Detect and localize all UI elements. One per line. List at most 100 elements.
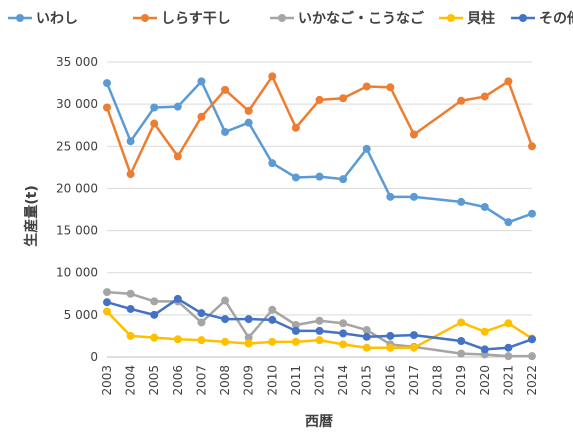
data-point (457, 349, 466, 358)
x-tick-label: 2018 (431, 365, 445, 396)
data-point (197, 309, 206, 318)
legend-label: いかなご・こうなご (298, 10, 425, 27)
data-point (339, 94, 348, 103)
legend-item: いかなご・こうなご (270, 10, 425, 27)
legend-item: しらす干し (133, 11, 231, 27)
series-1 (103, 77, 536, 227)
x-tick-label: 2003 (100, 365, 114, 396)
x-tick-label: 2021 (501, 365, 515, 396)
data-point (103, 298, 111, 307)
data-point (244, 315, 253, 324)
x-tick-label: 2005 (147, 365, 161, 396)
data-point (339, 340, 348, 349)
data-point (315, 326, 324, 335)
x-axis-title: 西暦 (305, 414, 333, 430)
data-point (150, 103, 159, 112)
data-point (244, 118, 253, 127)
legend-label: いわし (36, 11, 78, 27)
data-point (150, 310, 159, 319)
gridlines (107, 61, 532, 358)
legend-label: 貝柱 (467, 10, 495, 27)
data-point (504, 319, 513, 328)
legend-swatch-marker (447, 14, 455, 22)
data-point (386, 192, 395, 201)
series-layer (103, 72, 536, 361)
series-5 (103, 294, 536, 354)
legend-swatch-marker (16, 14, 24, 22)
legend-item: その他 (511, 10, 573, 27)
data-point (386, 331, 395, 340)
x-tick-label: 2017 (407, 365, 421, 396)
data-point (315, 316, 324, 325)
x-tick-label: 2006 (171, 365, 185, 396)
data-point (126, 331, 135, 340)
data-point (457, 318, 466, 327)
x-tick-label: 2010 (265, 365, 279, 396)
y-tick-label: 35 000 (56, 55, 98, 69)
data-point (221, 337, 230, 346)
data-point (409, 130, 418, 139)
x-tick-label: 2011 (289, 365, 303, 396)
data-point (504, 77, 513, 86)
y-tick-label: 5 000 (64, 308, 98, 322)
data-point (244, 339, 253, 348)
legend-swatch-marker (519, 14, 527, 22)
data-point (457, 197, 466, 206)
data-point (291, 123, 300, 132)
data-point (150, 119, 159, 128)
data-point (221, 85, 230, 94)
x-tick-label: 2004 (124, 365, 138, 396)
x-tick-label: 2016 (383, 365, 397, 396)
data-point (268, 305, 277, 314)
data-point (409, 331, 418, 340)
data-point (197, 77, 206, 86)
data-point (315, 172, 324, 181)
x-tick-label: 2019 (454, 365, 468, 396)
x-tick-label: 2014 (336, 365, 350, 396)
data-point (480, 92, 489, 101)
data-point (103, 103, 111, 112)
data-point (268, 72, 277, 81)
data-point (173, 294, 182, 303)
y-tick-label: 0 (90, 350, 98, 364)
data-point (197, 336, 206, 345)
data-point (173, 152, 182, 161)
legend: いわし しらす干し いかなご・こうなご 貝柱 その他 (8, 10, 573, 27)
data-point (268, 159, 277, 168)
legend-item: 貝柱 (439, 10, 495, 27)
data-point (409, 343, 418, 352)
legend-swatch-marker (141, 14, 149, 22)
data-point (126, 137, 135, 146)
y-tick-label: 25 000 (56, 139, 98, 153)
legend-label: しらす干し (161, 11, 231, 27)
data-point (409, 192, 418, 201)
data-point (528, 352, 536, 361)
data-point (528, 142, 536, 151)
y-axis-ticks: 0 5 000 10 000 15 000 20 000 25 000 30 000 35 0… (56, 55, 98, 364)
data-point (244, 333, 253, 342)
data-point (244, 106, 253, 115)
x-tick-label: 2007 (194, 365, 208, 396)
data-point (103, 288, 111, 297)
data-point (150, 333, 159, 342)
data-point (339, 319, 348, 328)
data-point (362, 343, 371, 352)
data-point (221, 296, 230, 305)
data-point (126, 289, 135, 298)
data-point (362, 144, 371, 153)
data-point (268, 315, 277, 324)
series-line (106, 297, 533, 351)
data-point (221, 127, 230, 136)
data-point (480, 345, 489, 354)
y-tick-label: 10 000 (56, 266, 98, 280)
data-point (457, 96, 466, 105)
data-point (103, 79, 111, 88)
data-point (339, 329, 348, 338)
x-tick-label: 2015 (360, 365, 374, 396)
data-point (457, 336, 466, 345)
data-point (173, 335, 182, 344)
data-point (315, 95, 324, 104)
data-point (339, 175, 348, 184)
data-point (528, 209, 536, 218)
